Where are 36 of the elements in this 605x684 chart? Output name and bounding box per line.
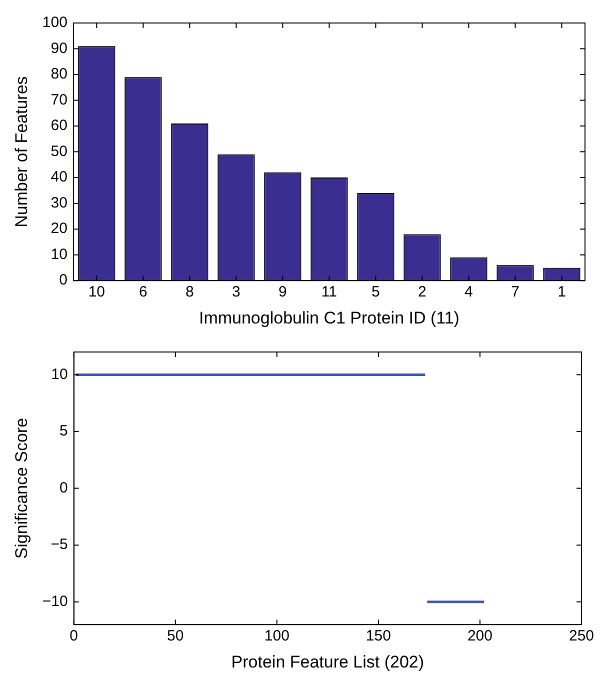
x-tick-label: 50 — [167, 628, 184, 645]
x-tick-label: 100 — [264, 628, 290, 645]
x-tick-label: 4 — [464, 284, 473, 301]
y-tick-label: 80 — [50, 66, 68, 83]
y-tick-label: 70 — [50, 91, 68, 108]
y-tick-label: −5 — [50, 536, 68, 554]
x-axis-title: Immunoglobulin C1 Protein ID (11) — [198, 308, 460, 328]
x-tick-label: 11 — [321, 284, 338, 301]
x-tick-label: 5 — [372, 284, 380, 301]
y-axis-title: Significance Score — [12, 418, 31, 559]
y-tick-label: 60 — [50, 117, 68, 134]
x-tick-label: 1 — [558, 284, 566, 301]
y-tick-label: 30 — [50, 194, 68, 212]
x-tick-label: 200 — [467, 628, 492, 645]
y-tick-label: 10 — [51, 366, 68, 383]
y-tick-label: 50 — [50, 142, 68, 160]
x-tick-label: 150 — [366, 628, 391, 645]
x-tick-label: 9 — [278, 284, 287, 301]
x-tick-label: 10 — [88, 284, 106, 301]
y-tick-label: 20 — [50, 220, 68, 238]
y-tick-label: 10 — [50, 246, 68, 263]
y-tick-label: 0 — [59, 272, 68, 289]
y-tick-label: 40 — [50, 168, 68, 186]
y-tick-label: −10 — [42, 593, 68, 610]
x-tick-label: 7 — [511, 284, 520, 301]
y-tick-label: 0 — [60, 479, 68, 496]
y-tick-label: 90 — [50, 40, 68, 57]
x-axis-title: Protein Feature List (202) — [231, 652, 424, 672]
x-tick-label: 6 — [139, 284, 148, 301]
y-axis-title: Number of Features — [12, 76, 31, 228]
y-tick-label: 100 — [42, 14, 68, 32]
x-tick-label: 8 — [186, 284, 194, 301]
x-tick-label: 2 — [418, 284, 426, 301]
x-tick-label: 250 — [568, 628, 594, 645]
y-tick-label: 5 — [60, 422, 68, 440]
x-tick-label: 3 — [232, 284, 240, 301]
